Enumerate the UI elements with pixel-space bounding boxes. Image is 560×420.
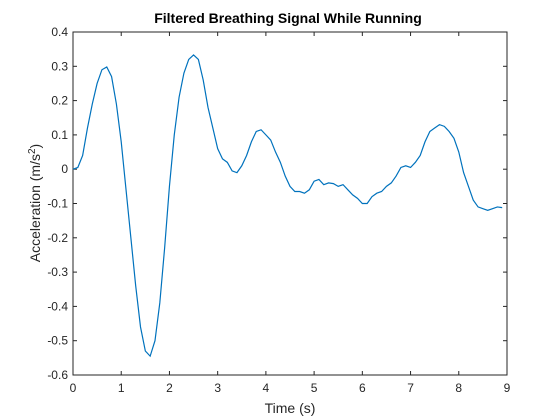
y-axis-label-close: ) [27, 144, 43, 149]
y-axis-label-group: Acceleration (m/s2) [27, 144, 44, 262]
plot-area [72, 31, 508, 376]
series-line [72, 54, 503, 358]
x-tick-label: 5 [311, 381, 318, 395]
x-tick-label: 8 [455, 381, 462, 395]
y-tick-label: -0.6 [47, 368, 68, 382]
x-tick-label: 9 [504, 381, 511, 395]
y-tick-label: 0.4 [51, 25, 68, 39]
y-tick-label: -0.3 [47, 265, 68, 279]
chart-title: Filtered Breathing Signal While Running [154, 10, 422, 26]
y-axis-label: Acceleration (m/s2) [27, 144, 44, 262]
x-tick-label: 3 [214, 381, 221, 395]
x-axis-ticks: 0 1 2 3 4 5 6 7 8 9 [70, 32, 511, 395]
y-axis-ticks: -0.6 -0.5 -0.4 -0.3 -0.2 -0.1 0 0.1 0.2 0.3 0.4 [47, 25, 507, 382]
y-tick-label: 0.2 [51, 94, 68, 108]
y-tick-label: -0.5 [47, 334, 68, 348]
y-tick-label: -0.2 [47, 231, 68, 245]
y-tick-label: -0.1 [47, 197, 68, 211]
x-tick-label: 4 [263, 381, 270, 395]
y-tick-label: 0 [61, 162, 68, 176]
x-tick-label: 1 [118, 381, 125, 395]
x-tick-label: 0 [70, 381, 77, 395]
x-tick-label: 2 [166, 381, 173, 395]
y-tick-label: 0.3 [51, 59, 68, 73]
y-axis-label-text: Acceleration (m/s [27, 154, 43, 262]
x-tick-label: 6 [359, 381, 366, 395]
y-axis-label-superscript: 2 [27, 148, 38, 154]
y-tick-label: -0.4 [47, 299, 68, 313]
x-axis-label: Time (s) [265, 400, 316, 416]
y-tick-label: 0.1 [51, 128, 68, 142]
x-tick-label: 7 [407, 381, 414, 395]
